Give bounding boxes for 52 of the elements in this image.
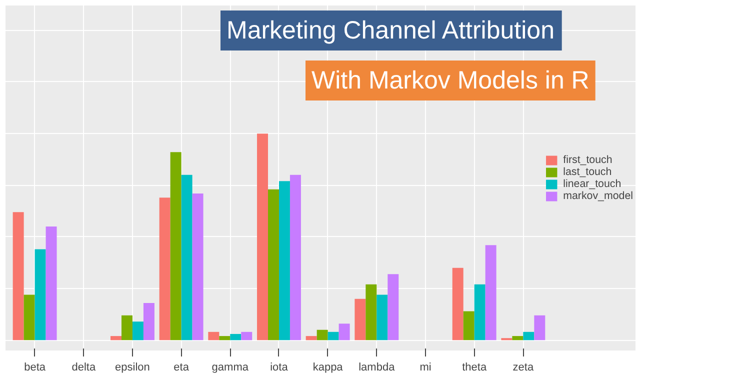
bar [241, 332, 252, 340]
bar [143, 302, 154, 340]
bar [208, 332, 220, 340]
bar [316, 330, 328, 340]
x-tick-label: beta [24, 362, 46, 374]
bar [257, 134, 268, 340]
bar [121, 315, 132, 340]
bar [219, 336, 230, 340]
bar [306, 336, 317, 340]
bar [452, 268, 464, 340]
x-tick-label: iota [270, 362, 289, 374]
bar [230, 334, 242, 340]
bar [534, 315, 546, 340]
chart-subtitle: With Markov Models in R [312, 66, 590, 94]
x-tick-label: gamma [212, 362, 250, 374]
legend-label: markov_model [563, 190, 633, 202]
bar [268, 189, 279, 340]
bar [523, 332, 534, 340]
bar [34, 249, 46, 340]
x-tick-label: eta [174, 362, 190, 374]
bar [46, 226, 57, 340]
x-tick-label: epsilon [115, 362, 150, 374]
bar [192, 193, 204, 340]
bar [159, 198, 170, 340]
bar [110, 336, 122, 340]
x-tick-label: delta [72, 362, 96, 374]
bar [388, 274, 399, 340]
bar [354, 298, 366, 340]
bar [338, 324, 350, 340]
legend-label: last_touch [563, 166, 612, 178]
bar [485, 245, 496, 340]
bar [512, 336, 524, 340]
bar [376, 294, 388, 340]
legend-label: linear_touch [563, 178, 622, 190]
bar [278, 181, 290, 340]
bar [366, 284, 377, 340]
bar [12, 212, 24, 340]
bar [170, 152, 182, 340]
legend-label: first_touch [563, 154, 612, 166]
bar [132, 322, 144, 340]
x-tick-label: theta [462, 362, 488, 374]
x-tick-label: mi [420, 362, 432, 374]
bar [24, 294, 35, 340]
bar [181, 174, 192, 340]
x-tick-label: lambda [358, 362, 396, 374]
x-tick-label: kappa [312, 362, 344, 374]
bar [474, 284, 486, 340]
chart-title: Marketing Channel Attribution [226, 16, 554, 44]
x-tick-label: zeta [512, 362, 534, 374]
bar [290, 174, 301, 340]
bar [463, 311, 474, 340]
bar [328, 332, 339, 340]
